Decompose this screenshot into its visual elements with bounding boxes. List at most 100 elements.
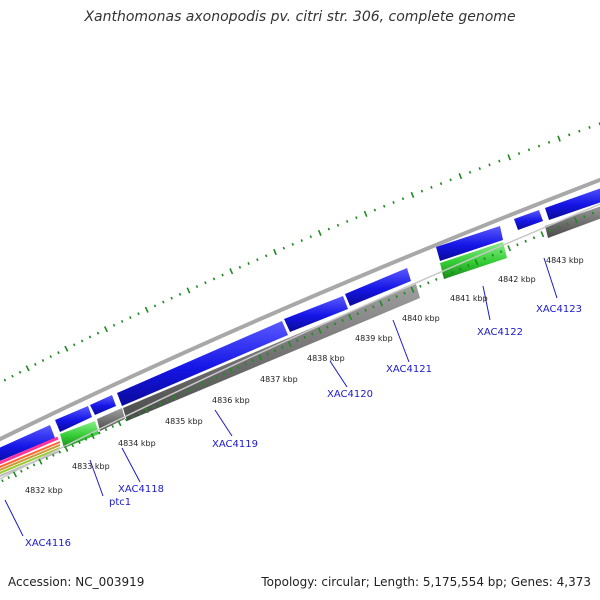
gene-label-xac4118[interactable]: XAC4118 — [118, 484, 164, 495]
gene-labels: XAC4116 ptc1 XAC4118 XAC4119 XAC4120 XAC… — [25, 304, 582, 549]
scale-tick — [117, 420, 122, 427]
scale-tick — [120, 319, 124, 323]
scale-tick — [78, 441, 81, 445]
scale-tick — [238, 265, 242, 269]
scale-tick — [474, 259, 479, 266]
gene-label-xac4120[interactable]: XAC4120 — [327, 389, 373, 400]
cds-feature[interactable] — [545, 185, 600, 220]
scale-tick — [137, 312, 140, 316]
kbp-label: 4839 kbp — [355, 334, 393, 343]
kbp-label: 4840 kbp — [402, 314, 440, 323]
scale-tick — [387, 298, 391, 302]
scale-tick — [420, 189, 424, 193]
scale-tick — [341, 318, 344, 322]
scale-tick — [527, 148, 531, 152]
scale-tick — [336, 223, 340, 227]
cds-feature[interactable] — [90, 395, 116, 415]
scale-tick — [591, 211, 595, 215]
kbp-label: 4836 kbp — [212, 396, 250, 405]
scale-tick — [180, 392, 183, 396]
gene-label-xac4119[interactable]: XAC4119 — [212, 439, 258, 450]
scale-tick — [372, 305, 375, 309]
scale-tick — [583, 215, 586, 219]
kbp-label: 4834 kbp — [118, 439, 156, 448]
scale-tick — [152, 405, 155, 409]
gene-label-xac4121[interactable]: XAC4121 — [386, 364, 432, 375]
scale-tick — [266, 352, 269, 356]
scale-tick — [98, 431, 101, 435]
gene-label-xac4123[interactable]: XAC4123 — [536, 304, 582, 315]
scale-tick — [111, 424, 114, 428]
scale-tick — [20, 469, 23, 473]
scale-tick — [296, 339, 299, 343]
scale-tick — [435, 277, 438, 281]
gene-feature[interactable] — [123, 284, 420, 421]
scale-tick — [244, 362, 247, 366]
scale-tick — [516, 243, 519, 247]
scale-tick — [309, 235, 312, 239]
scale-tick — [45, 457, 49, 460]
accession-label: Accession: NC_003919 — [8, 575, 145, 589]
scale-tick — [80, 339, 84, 343]
scale-tick — [178, 292, 182, 296]
scale-tick — [64, 345, 69, 352]
scale-tick — [392, 201, 395, 204]
scale-tick — [532, 236, 536, 240]
cds-feature[interactable] — [117, 321, 288, 406]
rna-feature[interactable] — [60, 421, 99, 448]
cds-feature[interactable] — [514, 210, 543, 230]
scale-tick — [12, 471, 18, 478]
scale-tick — [72, 343, 76, 347]
cds-track — [0, 185, 600, 465]
genome-summary: Topology: circular; Length: 5,175,554 bp… — [261, 575, 591, 589]
scale-tick — [459, 267, 462, 271]
scale-tick — [419, 284, 422, 288]
gene-label-xac4122[interactable]: XAC4122 — [477, 327, 523, 338]
scale-tick — [303, 335, 306, 339]
scale-tick — [221, 273, 224, 277]
scale-tick — [401, 197, 405, 201]
scale-tick — [129, 316, 132, 320]
scale-ticks — [1, 122, 600, 483]
map-title: Xanthomonas axonopodis pv. citri str. 30… — [84, 9, 516, 25]
gene-label-ptc1[interactable]: ptc1 — [109, 497, 131, 508]
scale-tick — [442, 272, 447, 280]
scale-tick — [112, 323, 116, 327]
scale-tick — [311, 332, 314, 336]
scale-tick — [34, 362, 37, 366]
scale-tick — [144, 306, 149, 313]
kbp-label: 4841 kbp — [450, 294, 488, 303]
scale-tick — [25, 365, 30, 372]
scale-tick — [507, 154, 511, 161]
scale-tick — [300, 239, 303, 242]
kbp-label: 4833 kbp — [72, 462, 110, 471]
scale-tick — [403, 291, 406, 295]
scale-tick — [96, 331, 100, 335]
scale-tick — [90, 433, 95, 440]
gene-feature[interactable] — [545, 203, 600, 238]
scale-tick — [373, 208, 377, 212]
cds-feature[interactable] — [55, 406, 92, 432]
scale-tick — [483, 257, 486, 261]
scale-tick — [281, 345, 284, 349]
cds-feature[interactable] — [345, 268, 411, 306]
gene-label-xac4116[interactable]: XAC4116 — [25, 538, 71, 549]
scale-tick — [144, 407, 149, 414]
scale-tick — [427, 281, 430, 285]
scale-tick — [187, 389, 190, 393]
scale-tick — [449, 178, 452, 182]
kbp-label: 4842 kbp — [498, 275, 536, 284]
scale-tick — [256, 258, 259, 262]
scale-tick — [282, 246, 286, 250]
scale-tick — [104, 428, 108, 432]
gene-feature[interactable] — [97, 408, 125, 431]
scale-tick — [574, 217, 578, 224]
kbp-label: 4838 kbp — [307, 354, 345, 363]
scale-tick — [194, 385, 197, 389]
cds-feature[interactable] — [284, 296, 348, 332]
cds-feature[interactable] — [436, 226, 503, 261]
cds-feature[interactable] — [0, 425, 55, 465]
backbone-inner — [0, 203, 600, 480]
